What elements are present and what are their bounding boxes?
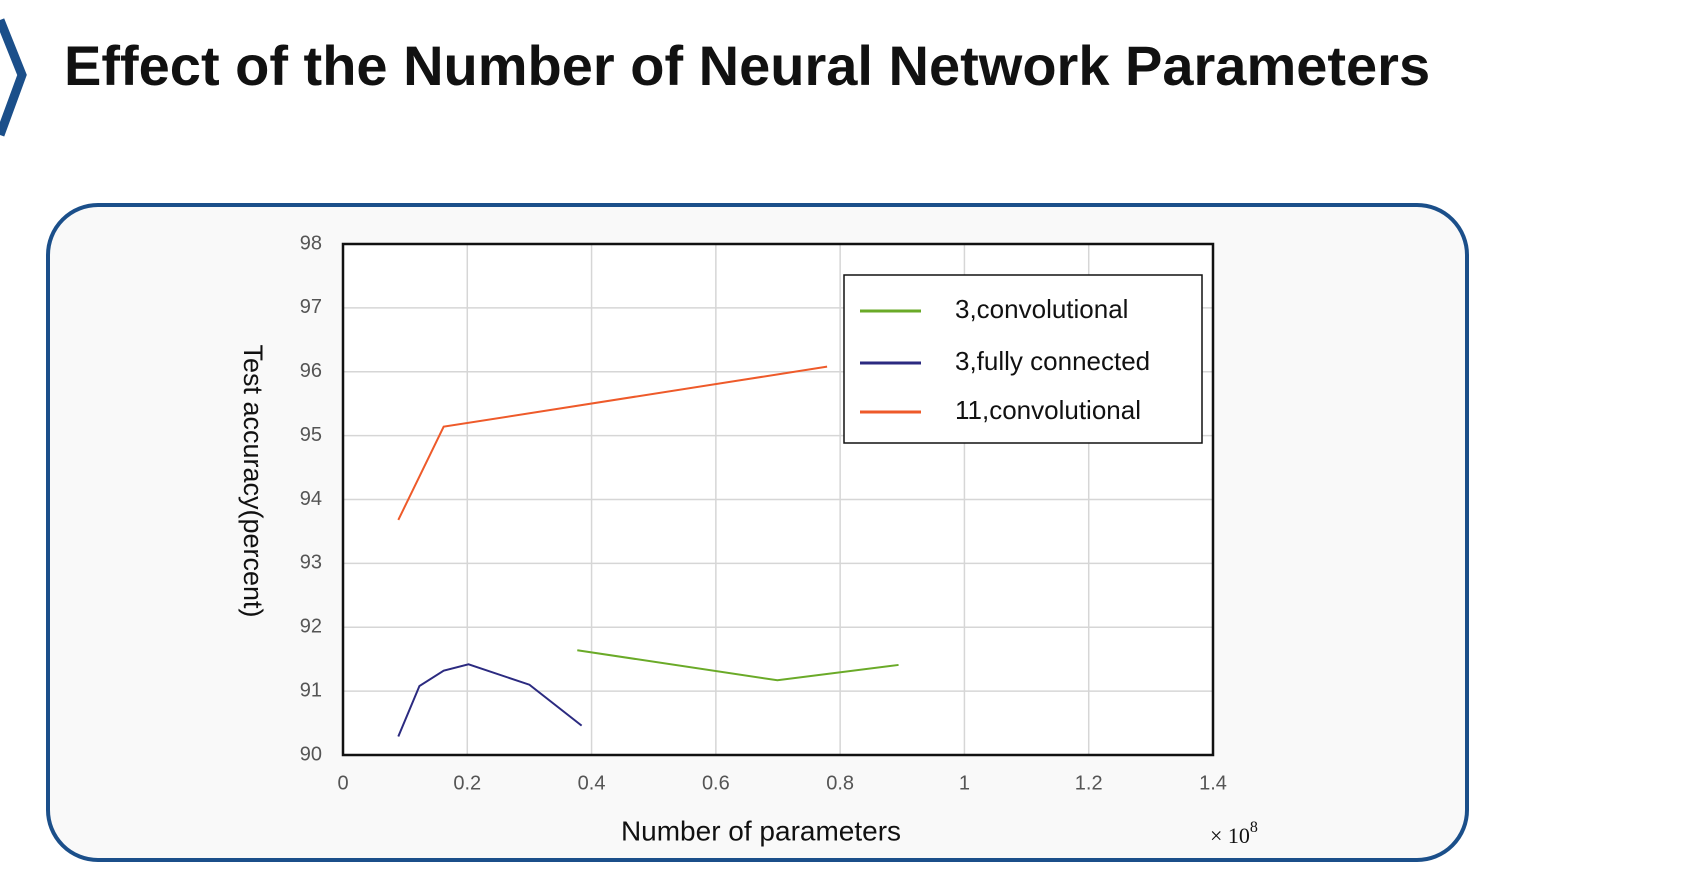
y-tick-label: 93 (300, 552, 322, 574)
x-tick-label: 0.6 (702, 772, 730, 794)
legend-label: 3,convolutional (955, 294, 1128, 324)
y-tick-label: 95 (300, 424, 322, 446)
x-tick-label: 0.4 (578, 772, 606, 794)
x-tick-label: 1.4 (1199, 772, 1227, 794)
x-tick-label: 0.8 (826, 772, 854, 794)
y-tick-label: 92 (300, 616, 322, 638)
series-line (397, 663, 583, 737)
y-tick-label: 90 (300, 743, 322, 765)
x-scale-exponent: 8 (1250, 819, 1258, 836)
legend-label: 11,convolutional (955, 395, 1141, 425)
x-scale-label: × 108 (1210, 819, 1258, 848)
x-tick-label: 1.2 (1075, 772, 1103, 794)
series-line (577, 649, 899, 682)
x-scale-base: × 10 (1210, 823, 1250, 848)
y-tick-label: 97 (300, 296, 322, 318)
y-axis-label: Test accuracy(percent) (238, 344, 268, 617)
legend (843, 274, 1203, 444)
y-tick-label: 94 (300, 488, 322, 510)
y-tick-label: 91 (300, 679, 322, 701)
plot-frame (341, 242, 1215, 757)
x-tick-label: 0.2 (453, 772, 481, 794)
chevron-decoration (0, 18, 27, 137)
series-line (397, 365, 828, 521)
y-tick-label: 98 (300, 232, 322, 254)
x-tick-label: 0 (337, 772, 348, 794)
legend-label: 3,fully connected (955, 346, 1150, 376)
x-tick-label: 1 (959, 772, 970, 794)
y-tick-label: 96 (300, 360, 322, 382)
x-axis-label: Number of parameters (621, 815, 901, 846)
slide-title: Effect of the Number of Neural Network P… (64, 34, 1430, 97)
